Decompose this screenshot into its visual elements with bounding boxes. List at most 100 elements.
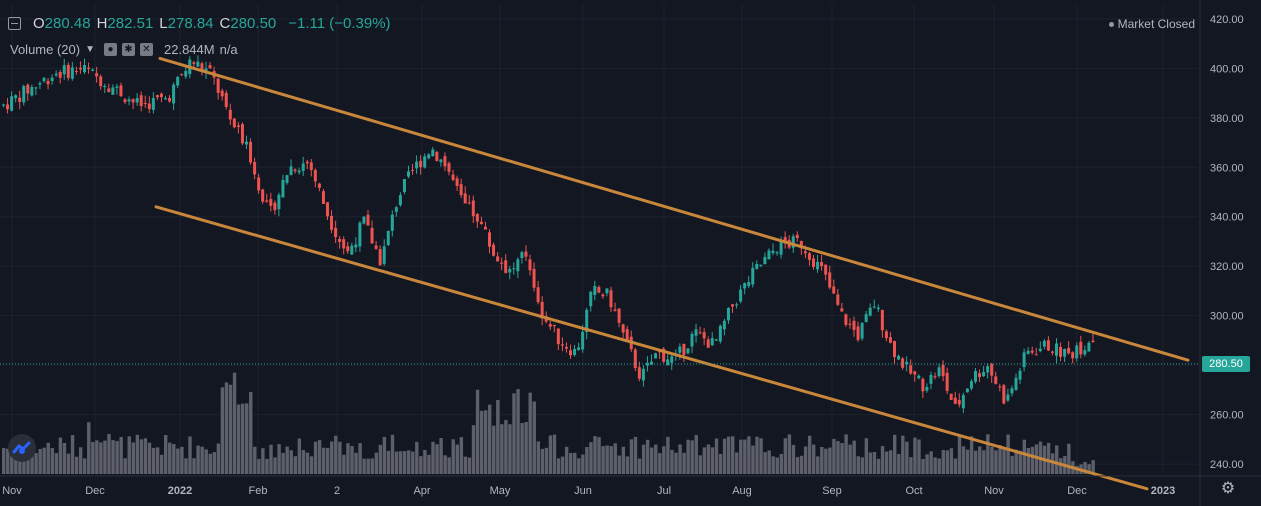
high-label: H [96, 15, 108, 32]
candle [46, 77, 50, 90]
candle [893, 340, 896, 364]
time-tick-label: Feb [249, 485, 268, 497]
channel-upper-line[interactable] [158, 56, 1190, 362]
candle [974, 368, 977, 384]
candle [402, 178, 406, 195]
candle [961, 392, 965, 414]
volume-bar [415, 441, 419, 474]
candle [386, 230, 390, 247]
volume-bar [285, 446, 289, 474]
candle [763, 252, 767, 265]
price-tick-label: 400.00 [1210, 63, 1244, 75]
collapse-legend-icon[interactable] [8, 17, 21, 30]
volume-bar [633, 436, 638, 474]
volume-bar [949, 448, 954, 474]
candle [390, 210, 394, 237]
candle [143, 95, 147, 108]
volume-bar [224, 382, 229, 474]
volume-bar [540, 448, 545, 474]
candle [1091, 333, 1095, 343]
candle [751, 262, 755, 288]
candle [301, 156, 305, 176]
volume-bar [394, 451, 399, 474]
volume-label[interactable]: Volume (20) [10, 42, 81, 57]
volume-bar [26, 447, 30, 474]
candle [1059, 342, 1063, 362]
close-icon[interactable]: ✕ [140, 43, 153, 56]
volume-bar [573, 452, 577, 474]
volume-bar [609, 446, 613, 474]
candle [66, 62, 70, 81]
status-dot-icon [1108, 21, 1114, 27]
volume-bar [500, 424, 504, 474]
candle [99, 74, 103, 90]
eye-icon[interactable]: ● [104, 43, 117, 56]
settings-icon[interactable]: ✱ [122, 43, 135, 56]
candle [398, 192, 402, 207]
volume-bar [58, 437, 63, 474]
volume-bar [95, 440, 99, 474]
volume-bar [901, 435, 905, 474]
candle [95, 66, 99, 83]
volume-bar [945, 450, 950, 474]
volume-bar [301, 450, 306, 474]
volume-bar [62, 442, 67, 474]
chevron-down-icon[interactable]: ▼ [85, 44, 95, 55]
volume-bar [933, 457, 937, 474]
candle [982, 365, 986, 378]
candle [925, 383, 929, 393]
candle [479, 216, 483, 225]
volume-bar [208, 453, 212, 474]
volume-bar [50, 448, 54, 474]
volume-bar [812, 444, 816, 474]
volume-bar [674, 452, 678, 474]
candle [593, 280, 597, 301]
volume-bar [305, 452, 310, 474]
candle [645, 356, 649, 372]
candle [844, 313, 848, 327]
volume-bar [1030, 446, 1035, 474]
candle [1038, 341, 1042, 353]
volume-bar [180, 446, 184, 474]
volume-bar [111, 440, 115, 474]
volume-bar [658, 453, 662, 474]
volume-bar [552, 434, 557, 474]
gear-icon[interactable]: ⚙ [1220, 480, 1236, 497]
volume-bar [119, 436, 123, 474]
volume-bar [876, 458, 881, 474]
candle [698, 326, 702, 335]
candle [475, 213, 479, 228]
volume-bar [54, 453, 59, 474]
candle [605, 288, 609, 297]
candle [1055, 338, 1058, 363]
volume-bar [346, 443, 350, 474]
candle [625, 325, 629, 341]
volume-bar [115, 441, 119, 474]
volume-bar [386, 450, 391, 474]
time-axis[interactable]: Nov Dec 2022 Feb 2 Apr May Jun Jul Aug Sep Oct Nov De… [2, 485, 1175, 497]
volume-bar [641, 444, 646, 474]
candle [824, 264, 828, 281]
volume-value: 22.844M [164, 42, 215, 57]
volume-bar [326, 447, 330, 474]
volume-bar [917, 439, 921, 474]
volume-bar [471, 425, 476, 474]
volume-bar [710, 447, 715, 474]
volume-bar [836, 441, 840, 474]
candle [22, 84, 26, 106]
channel-lines[interactable] [154, 56, 1190, 491]
candle [261, 188, 265, 204]
candle [415, 155, 419, 174]
volume-bar [718, 453, 723, 474]
channel-lower-line[interactable] [154, 205, 1149, 491]
volume-bar [297, 438, 302, 474]
candle [921, 377, 925, 399]
candle [986, 363, 990, 379]
price-tick-label: 240.00 [1210, 459, 1244, 471]
tradingview-logo-icon[interactable] [8, 434, 36, 462]
close-value: 280.50 [230, 15, 277, 32]
time-tick-label: Dec [1067, 485, 1087, 497]
